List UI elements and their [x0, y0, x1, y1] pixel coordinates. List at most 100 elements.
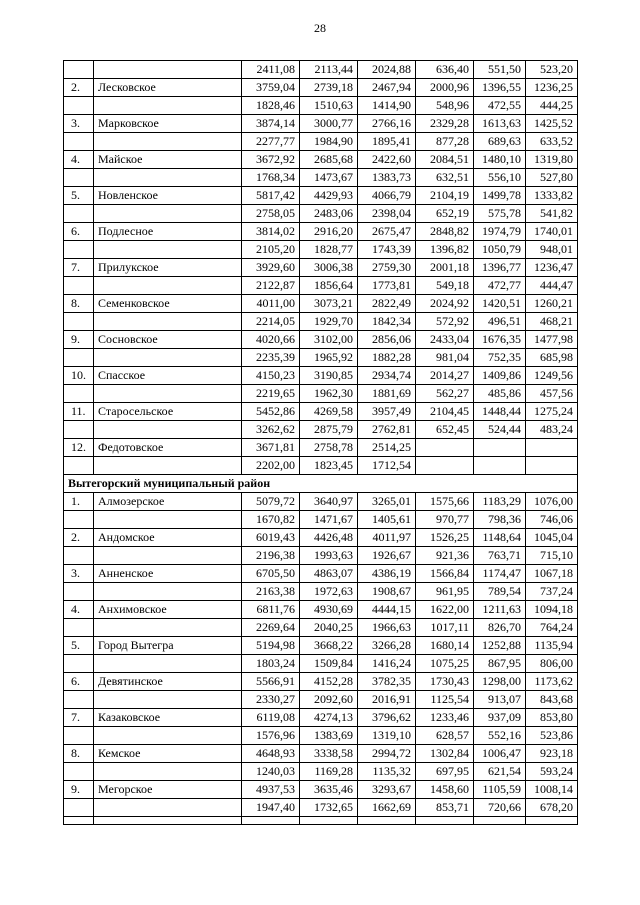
value-cell: 548,96: [415, 96, 474, 115]
table-row: 2122,87 1856,64 1773,81 549,18 472,77 444,47: [63, 276, 578, 295]
row-number-cell: 11.: [63, 402, 94, 421]
value-cell: 3672,92: [241, 150, 300, 169]
value-cell: 970,77: [415, 510, 474, 529]
row-number-cell: 3.: [63, 114, 94, 133]
value-cell: 1125,54: [415, 690, 474, 709]
territory-name-cell: Майское: [93, 150, 242, 169]
page-number: 28: [314, 21, 326, 35]
value-cell: 1895,41: [357, 132, 416, 151]
row-number-cell: 5.: [63, 186, 94, 205]
value-cell: 2104,19: [415, 186, 474, 205]
value-cell: 752,35: [473, 348, 526, 367]
value-cell: 2113,44: [299, 60, 358, 79]
value-cell: 1740,01: [525, 222, 578, 241]
territory-name-cell: Андомское: [93, 528, 242, 547]
value-cell: 1076,00: [525, 492, 578, 511]
value-cell: 1480,10: [473, 150, 526, 169]
value-cell: 621,54: [473, 762, 526, 781]
value-cell: 1929,70: [299, 312, 358, 331]
territory-name-cell: Федотовское: [93, 438, 242, 457]
row-number-cell: [63, 726, 94, 745]
value-cell: 764,24: [525, 618, 578, 637]
value-cell: 2875,79: [299, 420, 358, 439]
report-table: 2411,08 2113,44 2024,88 636,40 551,50 523,20 2…: [63, 60, 578, 825]
value-cell: 4011,97: [357, 528, 416, 547]
value-cell: 524,44: [473, 420, 526, 439]
value-cell: 4150,23: [241, 366, 300, 385]
territory-name-cell: [93, 456, 242, 475]
value-cell: 3874,14: [241, 114, 300, 133]
value-cell: 1828,46: [241, 96, 300, 115]
value-cell: 3102,00: [299, 330, 358, 349]
value-cell: 1396,82: [415, 240, 474, 259]
table-row: 4. Майское 3672,92 2685,68 2422,60 2084,51 148…: [63, 150, 578, 169]
row-number-cell: 8.: [63, 744, 94, 763]
territory-name-cell: Алмозерское: [93, 492, 242, 511]
value-cell: 2994,72: [357, 744, 416, 763]
table-row: 1. Алмозерское 5079,72 3640,97 3265,01 1575,6…: [63, 492, 578, 511]
value-cell: 867,95: [473, 654, 526, 673]
value-cell: 1662,69: [357, 798, 416, 817]
value-cell: 3814,02: [241, 222, 300, 241]
value-cell: 5817,42: [241, 186, 300, 205]
value-cell: 3635,46: [299, 780, 358, 799]
value-cell: 2014,27: [415, 366, 474, 385]
value-cell: 763,71: [473, 546, 526, 565]
value-cell: 1509,84: [299, 654, 358, 673]
value-cell: 1823,45: [299, 456, 358, 475]
territory-name-cell: [93, 654, 242, 673]
value-cell: 551,50: [473, 60, 526, 79]
table-row: 7. Казаковское 6119,08 4274,13 3796,62 1233,4…: [63, 708, 578, 727]
value-cell: 1803,24: [241, 654, 300, 673]
table-row: 4. Анхимовское 6811,76 4930,69 4444,15 1622,0…: [63, 600, 578, 619]
value-cell: 4863,07: [299, 564, 358, 583]
value-cell: 4937,53: [241, 780, 300, 799]
value-cell: 2122,87: [241, 276, 300, 295]
row-number-cell: 8.: [63, 294, 94, 313]
value-cell: 3796,62: [357, 708, 416, 727]
value-cell: 3190,85: [299, 366, 358, 385]
value-cell: 3073,21: [299, 294, 358, 313]
value-cell: 1260,21: [525, 294, 578, 313]
value-cell: 1067,18: [525, 564, 578, 583]
value-cell: 1006,47: [473, 744, 526, 763]
value-cell: 2759,30: [357, 258, 416, 277]
value-cell: [525, 816, 578, 825]
value-cell: 3262,62: [241, 420, 300, 439]
territory-name-cell: Кемское: [93, 744, 242, 763]
value-cell: 5079,72: [241, 492, 300, 511]
value-cell: 1676,35: [473, 330, 526, 349]
value-cell: 652,45: [415, 420, 474, 439]
territory-name-cell: [93, 384, 242, 403]
value-cell: 2822,49: [357, 294, 416, 313]
value-cell: 1105,59: [473, 780, 526, 799]
value-cell: 1680,14: [415, 636, 474, 655]
territory-name-cell: [93, 546, 242, 565]
value-cell: 1732,65: [299, 798, 358, 817]
value-cell: 1333,82: [525, 186, 578, 205]
table-row: 2411,08 2113,44 2024,88 636,40 551,50 523,20: [63, 60, 578, 79]
value-cell: 485,86: [473, 384, 526, 403]
value-cell: 806,00: [525, 654, 578, 673]
value-cell: 1045,04: [525, 528, 578, 547]
value-cell: 5194,98: [241, 636, 300, 655]
value-cell: 2766,16: [357, 114, 416, 133]
value-cell: 2235,39: [241, 348, 300, 367]
table-row: 1803,24 1509,84 1416,24 1075,25 867,95 806,00: [63, 654, 578, 673]
value-cell: 3266,28: [357, 636, 416, 655]
value-cell: 826,70: [473, 618, 526, 637]
value-cell: 877,28: [415, 132, 474, 151]
table-row: 2. Андомское 6019,43 4426,48 4011,97 1526,25 1…: [63, 528, 578, 547]
value-cell: 1396,55: [473, 78, 526, 97]
row-number-cell: 6.: [63, 222, 94, 241]
row-number-cell: [63, 816, 94, 825]
value-cell: 541,82: [525, 204, 578, 223]
value-cell: 4386,19: [357, 564, 416, 583]
value-cell: 3293,67: [357, 780, 416, 799]
value-cell: 1471,67: [299, 510, 358, 529]
row-number-cell: [63, 312, 94, 331]
territory-name-cell: [93, 60, 242, 79]
table-row: 6. Подлесное 3814,02 2916,20 2675,47 2848,82 1…: [63, 222, 578, 241]
row-number-cell: 7.: [63, 258, 94, 277]
